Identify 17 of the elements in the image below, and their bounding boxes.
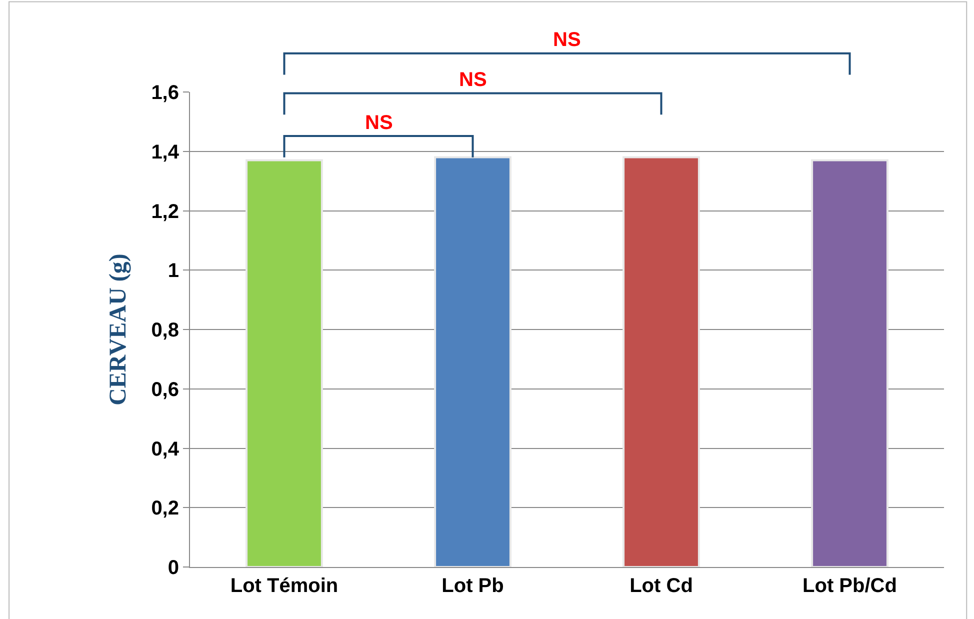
x-tick-label: Lot Pb/Cd [802, 575, 897, 597]
y-tick-label: 0 [168, 557, 179, 579]
y-tick-label: 1 [168, 260, 179, 282]
text: NS [459, 69, 487, 91]
x-tick-label: Lot Pb [442, 575, 504, 597]
x-tick-label: Lot Cd [630, 575, 693, 597]
y-axis-title: CERVEAU (g) [105, 254, 132, 406]
y-tick-label: 0,2 [151, 498, 179, 520]
y-tick-label: 0,4 [151, 438, 180, 460]
y-tick-label: 1,6 [151, 82, 179, 104]
annotation: NS [365, 112, 393, 134]
y-tick-label: 0,8 [151, 320, 179, 342]
text: NS [553, 29, 581, 51]
y-tick-label: 1,2 [151, 200, 179, 223]
x-tick-label: Lot Témoin [230, 575, 338, 597]
y-tick-label: 1,4 [151, 141, 180, 164]
y-tick-label: 0,6 [151, 378, 179, 401]
